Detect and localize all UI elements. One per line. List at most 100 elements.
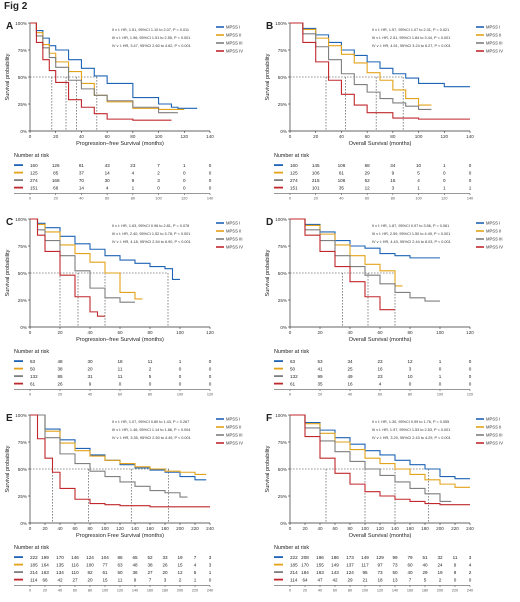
survival-curve-mpss-iv xyxy=(30,218,105,317)
risk-count: 215 xyxy=(312,178,320,183)
risk-count: 49 xyxy=(347,374,353,379)
hazard-ratio-annotation: II v I: HR, 1.30, 95%CI 0.99 to 1.76, P … xyxy=(372,420,449,424)
legend-label: MPSS II xyxy=(226,33,241,38)
risk-count: 0 xyxy=(409,382,412,387)
risk-axis-label: 140 xyxy=(392,589,398,593)
risk-count: 1 xyxy=(439,359,442,364)
risk-count: 41 xyxy=(317,367,323,372)
risk-count: 114 xyxy=(30,578,38,583)
risk-count: 163 xyxy=(316,570,324,575)
risk-count: 0 xyxy=(209,359,212,364)
x-tick-label: 20 xyxy=(57,330,63,335)
risk-count: 85 xyxy=(53,171,59,176)
legend-label: MPSS III xyxy=(226,237,243,242)
risk-axis-label: 40 xyxy=(58,589,62,593)
x-tick-label: 80 xyxy=(407,330,413,335)
x-tick-label: 140 xyxy=(131,526,139,531)
risk-row-swatch xyxy=(274,563,283,566)
risk-count: 26 xyxy=(57,382,63,387)
risk-count: 151 xyxy=(30,186,38,191)
x-tick-label: 100 xyxy=(361,526,369,531)
panel-label: B xyxy=(266,21,274,32)
risk-count: 1 xyxy=(209,570,212,575)
x-tick-label: 40 xyxy=(339,134,345,139)
x-axis-label: Progression Free Survival (months) xyxy=(76,533,164,539)
risk-count: 1 xyxy=(194,578,197,583)
x-tick-label: 20 xyxy=(302,526,308,531)
risk-count: 1 xyxy=(469,186,472,191)
x-tick-label: 0 xyxy=(289,526,292,531)
panel-b: B 0% 25% 50% 75% 100% 0 20 40 60 80 100 120 140 Overa… xyxy=(260,11,520,207)
risk-axis-label: 220 xyxy=(192,589,198,593)
risk-count: 18 xyxy=(117,359,123,364)
risk-count: 18 xyxy=(377,578,383,583)
risk-count: 23 xyxy=(130,163,136,168)
x-tick-label: 120 xyxy=(466,330,474,335)
risk-count: 0 xyxy=(183,178,186,183)
risk-axis-label: 40 xyxy=(339,197,343,201)
risk-count: 185 xyxy=(290,563,298,568)
y-tick-label: 50% xyxy=(278,271,287,276)
risk-count: 170 xyxy=(301,563,309,568)
x-tick-label: 180 xyxy=(161,526,169,531)
risk-count: 214 xyxy=(30,570,38,575)
risk-count: 16 xyxy=(377,367,383,372)
legend-label: MPSS III xyxy=(486,237,503,242)
risk-count: 1 xyxy=(417,186,420,191)
risk-row-swatch xyxy=(14,164,23,166)
risk-count: 0 xyxy=(179,382,182,387)
risk-count: 52 xyxy=(147,555,153,560)
y-tick-label: 25% xyxy=(18,298,27,303)
risk-row-swatch xyxy=(14,382,23,385)
risk-count: 77 xyxy=(102,563,108,568)
risk-row-swatch xyxy=(274,164,283,166)
risk-count: 11 xyxy=(118,374,123,379)
risk-count: 81 xyxy=(79,163,85,168)
risk-count: 170 xyxy=(56,555,64,560)
risk-axis-label: 100 xyxy=(362,589,368,593)
y-axis-label: Survival probability xyxy=(265,53,271,100)
y-axis-label: Survival probability xyxy=(265,445,271,492)
y-tick-label: 0% xyxy=(20,325,27,330)
y-tick-label: 100% xyxy=(15,413,27,418)
y-tick-label: 100% xyxy=(15,21,27,26)
y-tick-label: 0% xyxy=(280,325,287,330)
survival-curve-mpss-iii xyxy=(290,414,452,502)
x-tick-label: 160 xyxy=(406,526,414,531)
risk-count: 23 xyxy=(377,374,383,379)
km-chart-a: 0%25%50%75%100%0 20 40 60 80 100 120 140Progres… xyxy=(5,21,243,201)
risk-axis-label: 0 xyxy=(29,393,31,397)
risk-count: 7 xyxy=(149,578,152,583)
risk-count: 0 xyxy=(469,382,472,387)
risk-count: 21 xyxy=(362,578,368,583)
legend-label: MPSS I xyxy=(486,221,500,226)
x-tick-label: 40 xyxy=(57,526,63,531)
risk-count: 47 xyxy=(317,578,323,583)
panel-a: A 0% 25% 50% 75% 100% 0 20 40 60 80 100 120 140 Progr… xyxy=(0,11,260,207)
risk-axis-label: 160 xyxy=(147,589,153,593)
risk-count: 12 xyxy=(407,359,413,364)
x-tick-label: 140 xyxy=(466,134,474,139)
legend-label: MPSS IV xyxy=(486,49,503,54)
survival-curve-mpss-iv xyxy=(290,414,470,506)
risk-count: 61 xyxy=(102,570,108,575)
risk-axis-label: 120 xyxy=(117,589,123,593)
risk-count: 19 xyxy=(177,555,183,560)
risk-row-swatch xyxy=(274,360,283,362)
survival-curve-mpss-ii xyxy=(290,218,403,287)
risk-count: 0 xyxy=(439,382,442,387)
x-tick-label: 100 xyxy=(415,134,423,139)
risk-count: 0 xyxy=(183,171,186,176)
x-tick-label: 200 xyxy=(176,526,184,531)
y-tick-label: 100% xyxy=(275,217,287,222)
risk-count: 1 xyxy=(183,163,186,168)
risk-axis-label: 80 xyxy=(348,589,352,593)
risk-count: 0 xyxy=(179,374,182,379)
risk-count: 0 xyxy=(469,578,472,583)
y-tick-label: 25% xyxy=(18,494,27,499)
risk-axis-label: 20 xyxy=(303,589,307,593)
risk-count: 0 xyxy=(209,382,212,387)
risk-count: 11 xyxy=(118,367,123,372)
risk-count: 168 xyxy=(52,178,60,183)
x-tick-label: 240 xyxy=(206,526,214,531)
